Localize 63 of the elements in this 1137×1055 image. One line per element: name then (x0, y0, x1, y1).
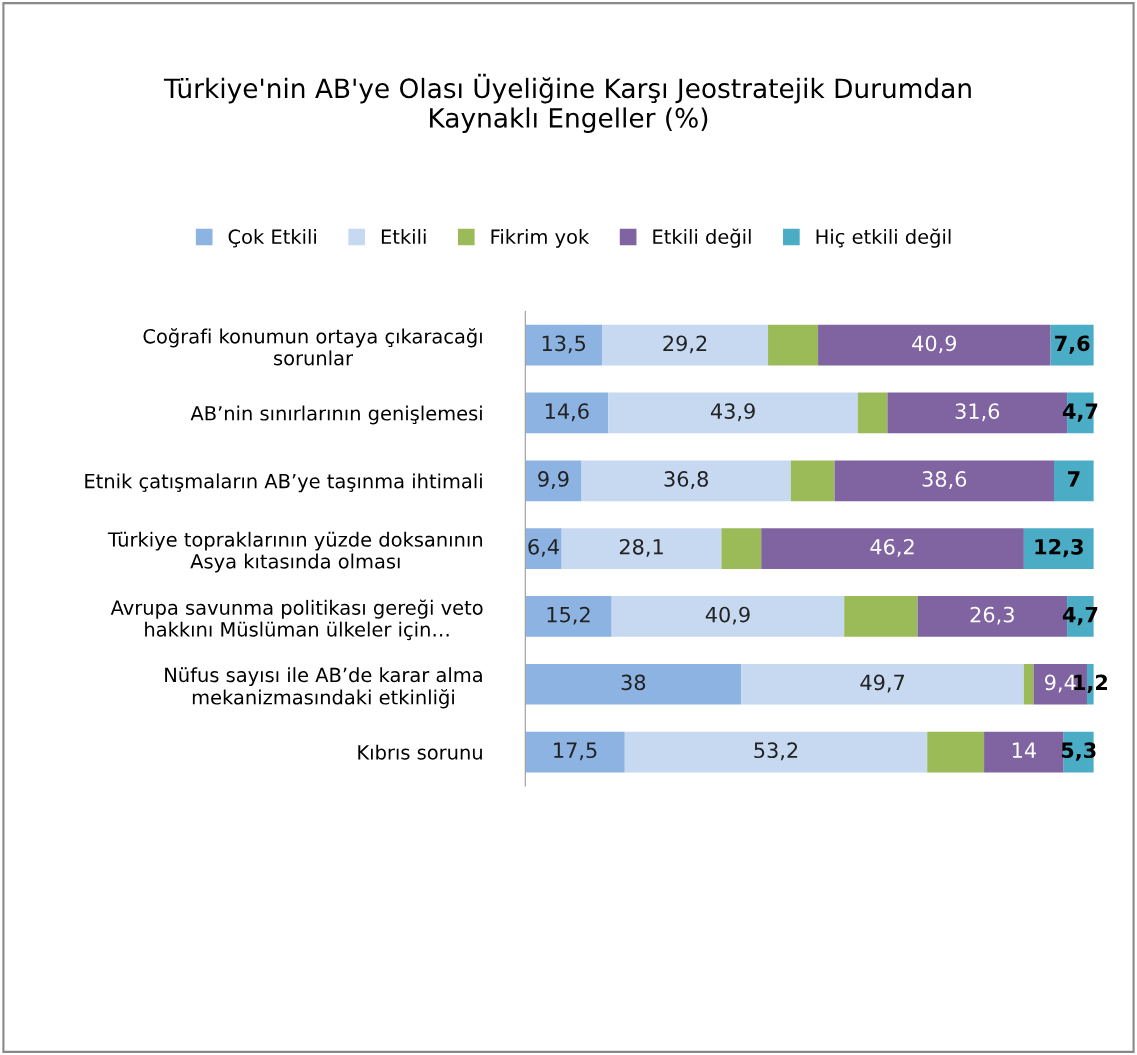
data-label: 31,6 (955, 403, 1000, 422)
data-label: 14,6 (545, 403, 589, 422)
y-tick-label: Coğrafi konumun ortaya çıkaracağı sorunlar (143, 328, 482, 366)
bar (761, 528, 1024, 569)
bar (927, 731, 985, 773)
data-label: 14 (1012, 742, 1036, 758)
y-tick-label: Etnik çatışmaların AB’ye taşınma ihtimali (85, 473, 482, 493)
bar (984, 731, 1064, 773)
bar (834, 460, 1054, 502)
bar (857, 392, 888, 434)
data-label: 29,2 (663, 335, 707, 354)
data-label: 17,5 (554, 742, 597, 761)
bar (525, 731, 625, 773)
y-tick-label: AB’nin sınırlarının genişlemesi (190, 405, 482, 425)
data-label: 53,2 (754, 742, 798, 761)
bar (525, 528, 562, 569)
bar (611, 596, 845, 637)
data-label: 40,9 (912, 335, 957, 354)
bar (624, 731, 928, 773)
bar (525, 663, 742, 705)
bar (602, 324, 769, 366)
data-label: 12,3 (1035, 538, 1083, 558)
data-label: 9,4 (1045, 674, 1076, 693)
legend-label: Etkili (381, 228, 426, 244)
data-label: 7,6 (1055, 335, 1090, 354)
y-tick-label: Avrupa savunma politikası gereği veto hakkını Müslüman ülkeler için… (110, 599, 483, 641)
data-label: 28,1 (619, 538, 663, 557)
y-tick-label: Türkiye topraklarının yüzde doksanının Asya kıtasında olması (107, 531, 482, 573)
legend-label: Fikrim yok (491, 228, 590, 248)
bar (525, 392, 609, 434)
chart-title: Türkiye'nin AB'ye Olası Üyeliğine Karşı Jeostratejik Durumdan Kaynaklı Engeller (%) (163, 73, 971, 133)
data-label: 15,2 (547, 606, 590, 625)
bar (1023, 663, 1034, 705)
data-label: 43,9 (710, 403, 755, 422)
y-tick-label: Nüfus sayısı ile AB’de karar alma mekanizmasındaki etkinliği (165, 667, 482, 709)
bar (608, 392, 858, 434)
data-label: 13,5 (542, 335, 586, 354)
data-label: 40,9 (705, 606, 750, 625)
data-label: 38,6 (922, 471, 967, 489)
data-label: 7 (1068, 471, 1080, 487)
data-label: 38 (621, 674, 646, 691)
bar (525, 324, 603, 366)
bar (790, 460, 835, 502)
data-label: 26,3 (970, 606, 1014, 625)
bar (721, 528, 762, 569)
data-label: 46,2 (870, 538, 914, 557)
legend-label: Hiç etkili değil (816, 228, 951, 248)
data-label: 36,8 (664, 471, 708, 489)
legend-label: Etkili değil (653, 228, 751, 248)
legend-label: Çok Etkili (228, 228, 316, 248)
bar (561, 528, 722, 569)
bar (525, 596, 612, 637)
data-label: 49,7 (860, 674, 905, 693)
bar (525, 460, 582, 502)
y-tick-label: Kıbrıs sorunu (358, 744, 482, 760)
bar (741, 663, 1024, 705)
bar (581, 460, 791, 502)
data-label: 6,4 (528, 538, 559, 557)
bar (768, 324, 819, 366)
bar (844, 596, 918, 637)
bar (818, 324, 1051, 366)
bar (1054, 460, 1094, 502)
data-label: 9,9 (538, 471, 569, 489)
